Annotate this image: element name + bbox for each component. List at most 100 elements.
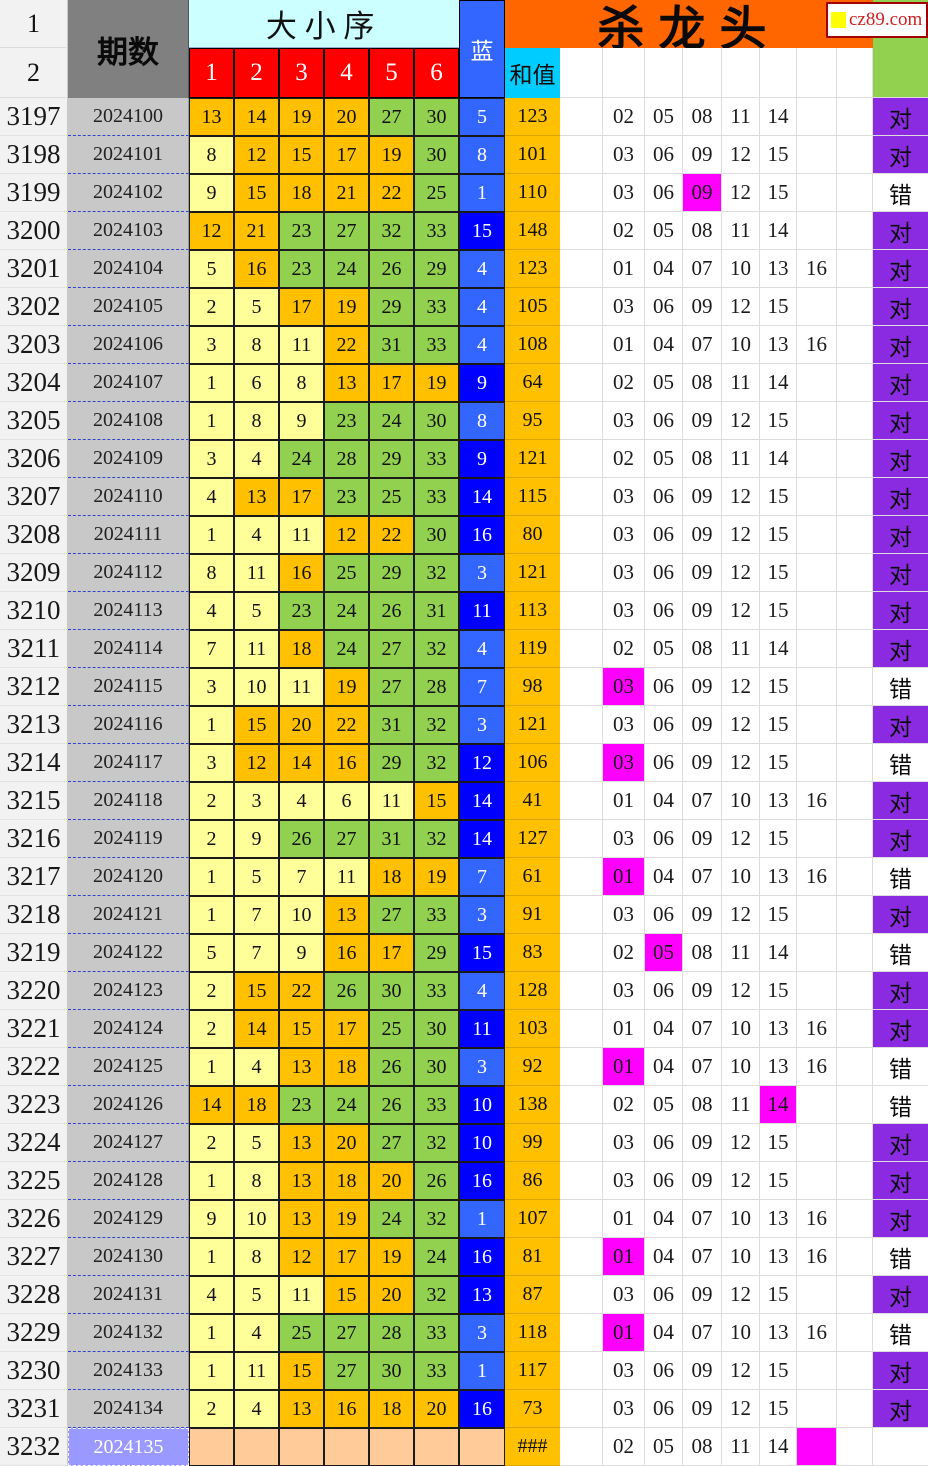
period-cell: 2024134 xyxy=(68,1390,189,1428)
spacer-cell xyxy=(560,554,603,592)
killed-number-cell: 15 xyxy=(760,478,797,516)
killed-number-cell: 12 xyxy=(722,972,760,1010)
killed-number-cell: 14 xyxy=(760,440,797,478)
row-index-cell: 3215 xyxy=(0,782,68,820)
result-cell: 错 xyxy=(873,1048,928,1086)
red-ball-cell xyxy=(324,1428,369,1466)
red-ball-cell: 22 xyxy=(369,174,414,212)
blue-ball-cell: 10 xyxy=(459,1124,505,1162)
killed-number-cell: 08 xyxy=(683,98,722,136)
spacer-cell xyxy=(837,706,873,744)
result-cell: 对 xyxy=(873,1010,928,1048)
spacer-cell xyxy=(837,1314,873,1352)
period-cell: 2024107 xyxy=(68,364,189,402)
red-ball-cell: 32 xyxy=(414,630,459,668)
blue-ball-cell: 3 xyxy=(459,1314,505,1352)
killed-number-cell: 03 xyxy=(603,972,645,1010)
killed-number-cell: 12 xyxy=(722,1352,760,1390)
red-ball-cell: 16 xyxy=(324,934,369,972)
red-ball-cell: 25 xyxy=(369,478,414,516)
red-ball-cell: 23 xyxy=(279,592,324,630)
red-ball-cell: 33 xyxy=(414,1086,459,1124)
spacer-cell xyxy=(560,212,603,250)
red-ball-cell: 33 xyxy=(414,478,459,516)
sum-cell: 118 xyxy=(505,1314,560,1352)
red-ball-cell: 27 xyxy=(369,98,414,136)
corner-row1-label: 1 xyxy=(0,0,68,48)
row-index-cell: 3201 xyxy=(0,250,68,288)
red-ball-cell: 8 xyxy=(189,136,234,174)
red-ball-cell: 19 xyxy=(369,136,414,174)
spacer-cell xyxy=(837,478,873,516)
cz89-logo[interactable]: cz89.com xyxy=(826,2,928,38)
blue-ball-cell: 16 xyxy=(459,1390,505,1428)
spacer-cell xyxy=(560,972,603,1010)
red-ball-cell: 1 xyxy=(189,1352,234,1390)
red-ball-cell: 11 xyxy=(369,782,414,820)
red-ball-cell: 24 xyxy=(279,440,324,478)
result-cell: 对 xyxy=(873,896,928,934)
result-cell: 对 xyxy=(873,1200,928,1238)
killed-number-cell: 05 xyxy=(645,212,683,250)
result-cell: 对 xyxy=(873,516,928,554)
killed-number-cell: 05 xyxy=(645,98,683,136)
row-index-cell: 3199 xyxy=(0,174,68,212)
killed-number-cell: 12 xyxy=(722,592,760,630)
result-cell: 对 xyxy=(873,1162,928,1200)
blue-ball-cell: 4 xyxy=(459,972,505,1010)
red-ball-cell: 26 xyxy=(369,250,414,288)
red-ball-cell: 32 xyxy=(414,706,459,744)
killed-number-cell xyxy=(797,1390,837,1428)
spacer-cell xyxy=(560,1162,603,1200)
red-ball-cell: 14 xyxy=(234,1010,279,1048)
killed-number-cell: 14 xyxy=(760,364,797,402)
spacer-cell xyxy=(837,1276,873,1314)
spacer-cell xyxy=(837,440,873,478)
sum-cell: 128 xyxy=(505,972,560,1010)
killed-number-cell: 11 xyxy=(722,630,760,668)
killed-number-cell: 05 xyxy=(645,440,683,478)
blue-ball-cell: 1 xyxy=(459,1200,505,1238)
blue-ball-cell: 14 xyxy=(459,820,505,858)
spacer-cell xyxy=(560,1352,603,1390)
red-ball-cell: 21 xyxy=(234,212,279,250)
killed-number-cell: 01 xyxy=(603,1238,645,1276)
red-ball-cell: 7 xyxy=(234,896,279,934)
red-ball-cell: 17 xyxy=(324,1238,369,1276)
killed-number-cell: 13 xyxy=(760,1048,797,1086)
row-index-cell: 3203 xyxy=(0,326,68,364)
spacer-cell xyxy=(560,440,603,478)
killed-number-cell: 07 xyxy=(683,250,722,288)
result-cell xyxy=(873,1428,928,1466)
blue-ball-cell: 15 xyxy=(459,934,505,972)
killed-number-cell: 09 xyxy=(683,706,722,744)
killed-number-cell: 02 xyxy=(603,212,645,250)
row-index-cell: 3214 xyxy=(0,744,68,782)
red-ball-cell: 12 xyxy=(234,744,279,782)
spacer-cell xyxy=(837,972,873,1010)
blue-ball-cell: 8 xyxy=(459,402,505,440)
red-ball-cell: 28 xyxy=(414,668,459,706)
period-cell: 2024108 xyxy=(68,402,189,440)
red-ball-cell: 9 xyxy=(189,174,234,212)
killed-number-cell: 09 xyxy=(683,592,722,630)
red-ball-cell: 17 xyxy=(279,478,324,516)
spacer-cell xyxy=(837,668,873,706)
killed-number-cell xyxy=(797,212,837,250)
killed-number-cell xyxy=(797,554,837,592)
red-ball-cell: 2 xyxy=(189,1390,234,1428)
killed-number-cell: 09 xyxy=(683,478,722,516)
killed-number-cell: 12 xyxy=(722,1162,760,1200)
killed-number-cell: 09 xyxy=(683,1124,722,1162)
red-ball-cell: 18 xyxy=(324,1048,369,1086)
period-cell: 2024128 xyxy=(68,1162,189,1200)
killed-number-cell: 09 xyxy=(683,136,722,174)
red-ball-cell: 12 xyxy=(324,516,369,554)
result-cell: 对 xyxy=(873,706,928,744)
killed-number-cell: 12 xyxy=(722,174,760,212)
killed-number-cell: 10 xyxy=(722,1314,760,1352)
red-ball-cell: 9 xyxy=(279,934,324,972)
red-ball-cell: 23 xyxy=(279,250,324,288)
killed-number-cell xyxy=(797,1124,837,1162)
header-spacer-cell xyxy=(645,48,683,98)
